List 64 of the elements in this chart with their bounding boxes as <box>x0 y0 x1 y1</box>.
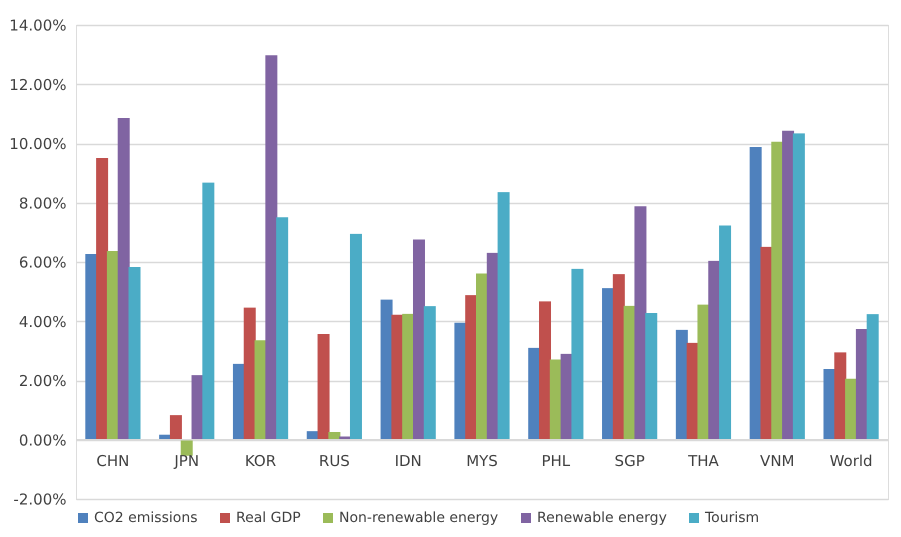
bar <box>402 314 414 440</box>
y-tick-label: 4.00% <box>18 312 66 331</box>
bar <box>602 288 614 440</box>
x-tick-label: IDN <box>394 452 422 470</box>
bar <box>686 342 699 440</box>
x-tick-label: MYS <box>466 452 498 470</box>
x-tick-label: VNM <box>760 452 794 470</box>
bar <box>276 217 288 440</box>
bar <box>760 246 772 440</box>
bar <box>254 340 267 440</box>
bar <box>412 239 425 440</box>
bar <box>697 304 710 440</box>
x-tick-label: World <box>830 452 873 470</box>
bar <box>834 352 846 440</box>
legend-label: Renewable energy <box>537 510 667 526</box>
bar <box>560 354 573 440</box>
y-tick-label: 12.00% <box>9 76 66 94</box>
bar <box>244 308 256 440</box>
bar <box>645 312 658 440</box>
bar <box>118 118 130 440</box>
bar <box>170 415 182 440</box>
bar <box>465 295 478 440</box>
bar <box>202 182 214 440</box>
bar <box>318 334 330 440</box>
bar <box>96 158 108 440</box>
y-tick-label: 8.00% <box>18 194 66 212</box>
y-tick-label: 14.00% <box>9 16 66 34</box>
bar <box>750 147 762 440</box>
legend-label: Non-renewable energy <box>339 510 498 526</box>
bar <box>571 268 584 440</box>
y-tick-label: -2.00% <box>13 490 66 508</box>
y-tick-label: 0.00% <box>18 431 66 450</box>
bar <box>782 130 794 440</box>
legend-label: CO2 emissions <box>94 510 198 526</box>
x-tick-label: RUS <box>318 452 350 470</box>
bar <box>192 375 204 440</box>
x-tick-label: JPN <box>173 452 200 470</box>
bar <box>719 226 732 440</box>
bar <box>128 267 141 440</box>
bar <box>424 306 436 440</box>
y-tick-label: 2.00% <box>18 372 66 390</box>
y-tick-label: 10.00% <box>9 135 66 153</box>
x-tick-label: CHN <box>96 452 130 470</box>
x-tick-label: SGP <box>614 452 645 470</box>
x-tick-label: PHL <box>541 452 571 470</box>
bar <box>823 368 836 440</box>
bar <box>634 206 646 440</box>
bar <box>528 348 540 440</box>
bar <box>539 301 552 440</box>
x-tick-label: THA <box>687 452 720 470</box>
bar <box>350 234 362 440</box>
bar <box>792 133 805 440</box>
bar <box>866 314 879 440</box>
bar <box>380 300 393 440</box>
legend-label: Real GDP <box>236 510 301 526</box>
bar <box>498 192 510 440</box>
x-tick-label: KOR <box>244 452 276 470</box>
bar <box>845 378 858 440</box>
bar <box>180 440 193 456</box>
y-tick-label: 6.00% <box>18 254 66 272</box>
bar <box>624 306 636 440</box>
bar <box>265 55 278 440</box>
bar <box>476 274 488 440</box>
legend-label: Tourism <box>704 510 760 526</box>
